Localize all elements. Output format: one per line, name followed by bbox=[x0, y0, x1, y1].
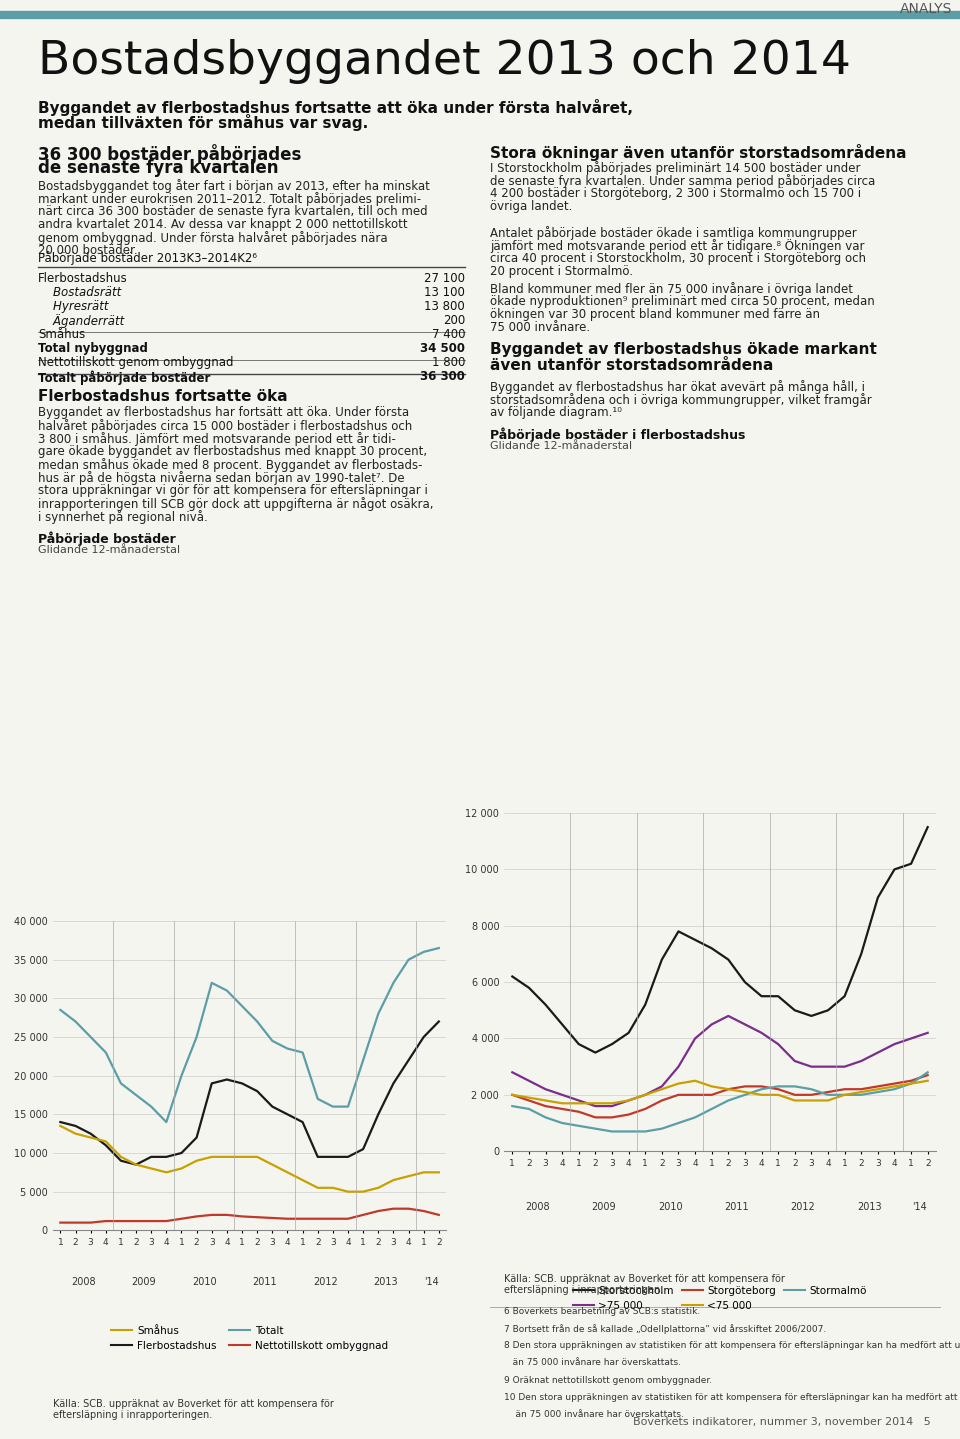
Text: '14: '14 bbox=[424, 1276, 439, 1286]
Text: även utanför storstadsområdena: även utanför storstadsområdena bbox=[490, 358, 774, 373]
Text: 2011: 2011 bbox=[252, 1276, 277, 1286]
Text: jämfört med motsvarande period ett år tidigare.⁸ Ökningen var: jämfört med motsvarande period ett år ti… bbox=[490, 239, 865, 253]
Text: stora uppräkningar vi gör för att kompensera för eftersläpningar i: stora uppräkningar vi gör för att kompen… bbox=[38, 484, 428, 496]
Text: ökningen var 30 procent bland kommuner med färre än: ökningen var 30 procent bland kommuner m… bbox=[490, 308, 820, 321]
Text: Källa: SCB. uppräknat av Boverket för att kompensera för
eftersläpning i inrappo: Källa: SCB. uppräknat av Boverket för at… bbox=[53, 1399, 334, 1420]
Text: Källa: SCB. uppräknat av Boverket för att kompensera för
eftersläpning i inrappo: Källa: SCB. uppräknat av Boverket för at… bbox=[504, 1274, 785, 1295]
Text: 7 Bortsett från de så kallade „Odellplattorna” vid årsskiftet 2006/2007.: 7 Bortsett från de så kallade „Odellplat… bbox=[504, 1324, 827, 1334]
Text: 2008: 2008 bbox=[71, 1276, 95, 1286]
Text: 2009: 2009 bbox=[591, 1202, 616, 1212]
Text: 34 500: 34 500 bbox=[420, 342, 465, 355]
Text: Total nybyggnad: Total nybyggnad bbox=[38, 342, 148, 355]
Text: 2013: 2013 bbox=[373, 1276, 398, 1286]
Text: Boverkets indikatorer, nummer 3, november 2014   5: Boverkets indikatorer, nummer 3, novembe… bbox=[634, 1417, 931, 1427]
Text: i synnerhet på regional nivå.: i synnerhet på regional nivå. bbox=[38, 509, 207, 524]
Text: 3 800 i småhus. Jämfört med motsvarande period ett år tidi-: 3 800 i småhus. Jämfört med motsvarande … bbox=[38, 432, 396, 446]
Text: markant under eurokrisen 2011–2012. Totalt påbörjades prelimi-: markant under eurokrisen 2011–2012. Tota… bbox=[38, 191, 421, 206]
Text: 27 100: 27 100 bbox=[424, 272, 465, 285]
Text: '14: '14 bbox=[912, 1202, 926, 1212]
Text: Småhus: Småhus bbox=[38, 328, 85, 341]
Text: inrapporteringen till SCB gör dock att uppgifterna är något osäkra,: inrapporteringen till SCB gör dock att u… bbox=[38, 496, 434, 511]
Text: Påbörjade bostäder 2013K3–2014K2⁶: Påbörjade bostäder 2013K3–2014K2⁶ bbox=[38, 250, 257, 265]
Text: 2008: 2008 bbox=[525, 1202, 549, 1212]
Text: ANALYS: ANALYS bbox=[900, 1, 952, 16]
Text: storstadsområdena och i övriga kommungrupper, vilket framgår: storstadsområdena och i övriga kommungru… bbox=[490, 393, 872, 407]
Text: Påbörjade bostäder i flerbostadshus: Påbörjade bostäder i flerbostadshus bbox=[490, 427, 745, 442]
Text: Stora ökningar även utanför storstadsområdena: Stora ökningar även utanför storstadsomr… bbox=[490, 144, 906, 161]
Text: circa 40 procent i Storstockholm, 30 procent i Storgöteborg och: circa 40 procent i Storstockholm, 30 pro… bbox=[490, 252, 866, 265]
Text: 2013: 2013 bbox=[857, 1202, 882, 1212]
Text: Bland kommuner med fler än 75 000 invånare i övriga landet: Bland kommuner med fler än 75 000 invåna… bbox=[490, 282, 853, 296]
Legend: Småhus, Flerbostadshus, Totalt, Nettotillskott ombyggnad: Småhus, Flerbostadshus, Totalt, Nettotil… bbox=[107, 1321, 393, 1356]
Text: halvåret påbörjades circa 15 000 bostäder i flerbostadshus och: halvåret påbörjades circa 15 000 bostäde… bbox=[38, 419, 412, 433]
Text: Totalt påbörjade bostäder: Totalt påbörjade bostäder bbox=[38, 370, 210, 384]
Text: Flerbostadshus: Flerbostadshus bbox=[38, 272, 128, 285]
Text: hus är på de högsta nivåerna sedan början av 1990-talet⁷. De: hus är på de högsta nivåerna sedan börja… bbox=[38, 471, 404, 485]
Text: 7 400: 7 400 bbox=[431, 328, 465, 341]
Text: Antalet påbörjade bostäder ökade i samtliga kommungrupper: Antalet påbörjade bostäder ökade i samtl… bbox=[490, 226, 856, 240]
Text: andra kvartalet 2014. Av dessa var knappt 2 000 nettotillskott: andra kvartalet 2014. Av dessa var knapp… bbox=[38, 217, 408, 232]
Text: 20 000 bostäder.: 20 000 bostäder. bbox=[38, 245, 137, 258]
Text: ökade nyproduktionen⁹ preliminärt med circa 50 procent, medan: ökade nyproduktionen⁹ preliminärt med ci… bbox=[490, 295, 875, 308]
Text: 2012: 2012 bbox=[791, 1202, 815, 1212]
Text: 10 Den stora uppräkningen av statistiken för att kompensera för eftersläpningar : 10 Den stora uppräkningen av statistiken… bbox=[504, 1393, 960, 1402]
Text: genom ombyggnad. Under första halvåret påbörjades nära: genom ombyggnad. Under första halvåret p… bbox=[38, 232, 388, 245]
Text: Glidande 12-månaderstal: Glidande 12-månaderstal bbox=[490, 440, 632, 450]
Text: Bostadsbyggandet tog åter fart i början av 2013, efter ha minskat: Bostadsbyggandet tog åter fart i början … bbox=[38, 178, 430, 193]
Text: medan småhus ökade med 8 procent. Byggandet av flerbostads-: medan småhus ökade med 8 procent. Byggan… bbox=[38, 458, 422, 472]
Text: 2012: 2012 bbox=[313, 1276, 338, 1286]
Text: Byggandet av flerbostadshus har fortsätt att öka. Under första: Byggandet av flerbostadshus har fortsätt… bbox=[38, 406, 409, 419]
Text: 36 300 bostäder påbörjades: 36 300 bostäder påbörjades bbox=[38, 144, 301, 164]
Text: närt circa 36 300 bostäder de senaste fyra kvartalen, till och med: närt circa 36 300 bostäder de senaste fy… bbox=[38, 204, 427, 217]
Text: de senaste fyra kvartalen. Under samma period påbörjades circa: de senaste fyra kvartalen. Under samma p… bbox=[490, 174, 876, 189]
Text: Nettotillskott genom ombyggnad: Nettotillskott genom ombyggnad bbox=[38, 355, 233, 368]
Text: Byggandet av flerbostadshus fortsatte att öka under första halvåret,: Byggandet av flerbostadshus fortsatte at… bbox=[38, 99, 633, 117]
Text: 2011: 2011 bbox=[724, 1202, 749, 1212]
Text: än 75 000 invånare har överskattats.: än 75 000 invånare har överskattats. bbox=[504, 1410, 684, 1419]
Text: I Storstockholm påbörjades preliminärt 14 500 bostäder under: I Storstockholm påbörjades preliminärt 1… bbox=[490, 161, 860, 176]
Legend: Storstockholm, >75 000, Storgöteborg, <75 000, Stormalmö: Storstockholm, >75 000, Storgöteborg, <7… bbox=[569, 1282, 871, 1315]
Text: 1 800: 1 800 bbox=[432, 355, 465, 368]
Text: de senaste fyra kvartalen: de senaste fyra kvartalen bbox=[38, 158, 278, 177]
Text: 13 100: 13 100 bbox=[424, 286, 465, 299]
Text: Bostadsrätt: Bostadsrätt bbox=[38, 286, 121, 299]
Text: Hyresrätt: Hyresrätt bbox=[38, 299, 108, 314]
Text: 8 Den stora uppräkningen av statistiken för att kompensera för eftersläpningar k: 8 Den stora uppräkningen av statistiken … bbox=[504, 1341, 960, 1350]
Text: av följande diagram.¹⁰: av följande diagram.¹⁰ bbox=[490, 406, 622, 419]
Text: 2010: 2010 bbox=[192, 1276, 217, 1286]
Bar bbox=[0, 12, 960, 19]
Text: Glidande 12-månaderstal: Glidande 12-månaderstal bbox=[38, 545, 180, 555]
Text: medan tillväxten för småhus var svag.: medan tillväxten för småhus var svag. bbox=[38, 114, 369, 131]
Text: 2010: 2010 bbox=[658, 1202, 683, 1212]
Text: 9 Oräknat nettotillskott genom ombyggnader.: 9 Oräknat nettotillskott genom ombyggnad… bbox=[504, 1376, 712, 1384]
Text: övriga landet.: övriga landet. bbox=[490, 200, 572, 213]
Text: Äganderrätt: Äganderrätt bbox=[38, 314, 124, 328]
Text: 75 000 invånare.: 75 000 invånare. bbox=[490, 321, 590, 334]
Text: gare ökade byggandet av flerbostadshus med knappt 30 procent,: gare ökade byggandet av flerbostadshus m… bbox=[38, 445, 427, 458]
Text: 20 procent i Stormalmö.: 20 procent i Stormalmö. bbox=[490, 265, 633, 278]
Text: Flerbostadshus fortsatte öka: Flerbostadshus fortsatte öka bbox=[38, 389, 288, 404]
Text: 36 300: 36 300 bbox=[420, 370, 465, 383]
Text: 6 Boverkets bearbetning av SCB:s statistik.: 6 Boverkets bearbetning av SCB:s statist… bbox=[504, 1307, 700, 1315]
Text: Påbörjade bostäder: Påbörjade bostäder bbox=[38, 531, 176, 545]
Text: Byggandet av flerbostadshus har ökat avevärt på många håll, i: Byggandet av flerbostadshus har ökat ave… bbox=[490, 380, 865, 394]
Text: 200: 200 bbox=[443, 314, 465, 327]
Text: 2009: 2009 bbox=[132, 1276, 156, 1286]
Text: Byggandet av flerbostadshus ökade markant: Byggandet av flerbostadshus ökade markan… bbox=[490, 342, 876, 357]
Text: Bostadsbyggandet 2013 och 2014: Bostadsbyggandet 2013 och 2014 bbox=[38, 39, 851, 83]
Text: 4 200 bostäder i Storgöteborg, 2 300 i Stormalmö och 15 700 i: 4 200 bostäder i Storgöteborg, 2 300 i S… bbox=[490, 187, 861, 200]
Text: än 75 000 invånare har överskattats.: än 75 000 invånare har överskattats. bbox=[504, 1358, 681, 1367]
Text: 13 800: 13 800 bbox=[424, 299, 465, 314]
